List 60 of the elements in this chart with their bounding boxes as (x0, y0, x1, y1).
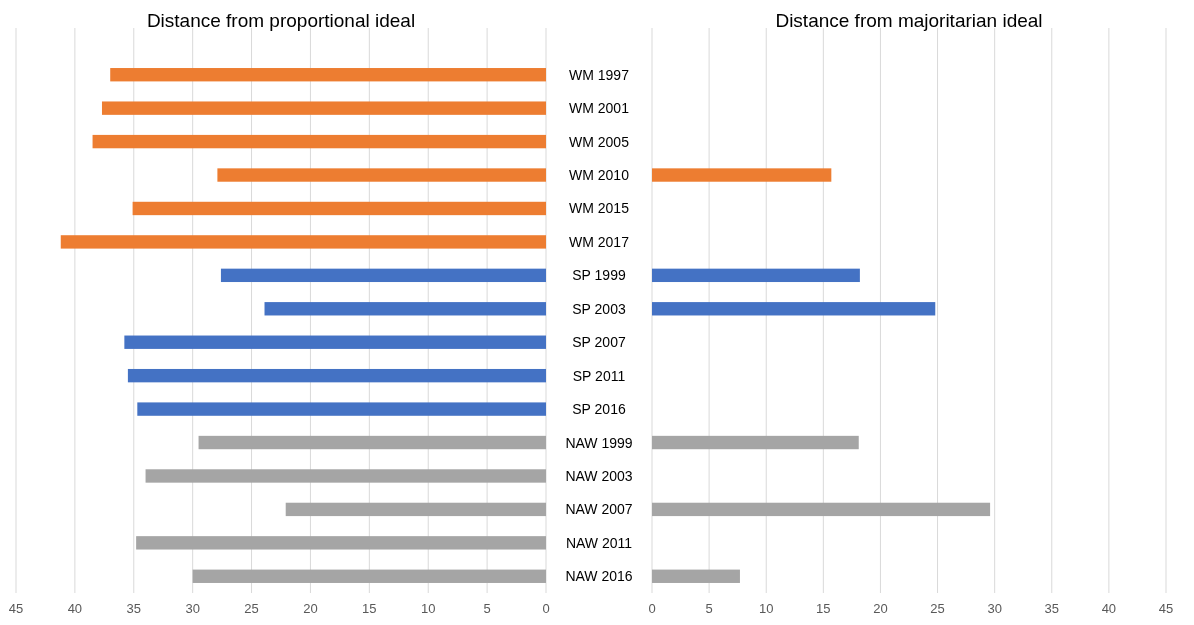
x-tick-label: 10 (420, 601, 436, 616)
x-tick-label: 0 (648, 601, 656, 616)
bar (220, 268, 546, 283)
y-tick-label: NAW 2016 (565, 568, 633, 585)
y-tick-label: NAW 2007 (565, 501, 633, 518)
x-tick-label: 5 (483, 601, 491, 616)
bar (217, 168, 546, 182)
x-tick-label: 45 (8, 601, 24, 616)
y-tick-label: WM 2005 (569, 133, 630, 150)
x-tick-label: 0 (542, 601, 550, 616)
bar (652, 168, 832, 182)
bar (145, 469, 546, 483)
y-tick-label: NAW 2011 (565, 534, 633, 551)
x-tick-label: 15 (362, 601, 377, 616)
x-tick-label: 20 (303, 601, 318, 616)
bar (652, 502, 991, 517)
bar (110, 68, 546, 82)
bar (101, 101, 546, 115)
y-tick-label: SP 2016 (572, 401, 626, 418)
y-tick-label: SP 2007 (572, 334, 626, 351)
x-tick-label: 5 (705, 601, 713, 616)
y-tick-label: SP 2011 (572, 367, 626, 384)
y-tick-label: WM 2015 (569, 200, 630, 217)
x-tick-label: 30 (987, 601, 1002, 616)
y-tick-label: WM 2010 (569, 167, 630, 184)
chart-title: Distance from majoritarian ideal (775, 10, 1043, 31)
x-tick-label: 40 (1101, 601, 1117, 616)
bar (264, 302, 546, 316)
chart-title: Distance from proportional ideal (146, 10, 416, 31)
y-tick-label: WM 2017 (569, 233, 630, 250)
bar (198, 435, 546, 450)
y-tick-label: WM 2001 (569, 100, 630, 117)
bar (92, 134, 546, 149)
x-tick-label: 25 (930, 601, 945, 616)
bar (652, 569, 740, 583)
bar (192, 569, 546, 583)
x-tick-label: 45 (1158, 601, 1174, 616)
bar (132, 201, 546, 216)
x-tick-label: 35 (126, 601, 142, 616)
bar (652, 268, 860, 283)
y-tick-label: WM 1997 (569, 66, 630, 83)
x-tick-label: 25 (244, 601, 259, 616)
bar (652, 302, 936, 316)
bar (136, 536, 546, 550)
bar (124, 335, 546, 349)
bar (652, 435, 859, 450)
bar (285, 502, 546, 517)
y-tick-label: NAW 2003 (565, 467, 633, 484)
x-tick-label: 35 (1044, 601, 1060, 616)
x-tick-label: 30 (185, 601, 200, 616)
bar (127, 368, 546, 383)
x-tick-label: 10 (758, 601, 774, 616)
bar (137, 402, 546, 416)
y-tick-label: SP 1999 (572, 267, 626, 284)
y-tick-label: SP 2003 (572, 300, 626, 317)
x-tick-label: 40 (67, 601, 83, 616)
y-tick-label: NAW 1999 (565, 434, 633, 451)
x-tick-label: 20 (873, 601, 888, 616)
x-tick-label: 15 (816, 601, 831, 616)
bar (60, 235, 546, 249)
